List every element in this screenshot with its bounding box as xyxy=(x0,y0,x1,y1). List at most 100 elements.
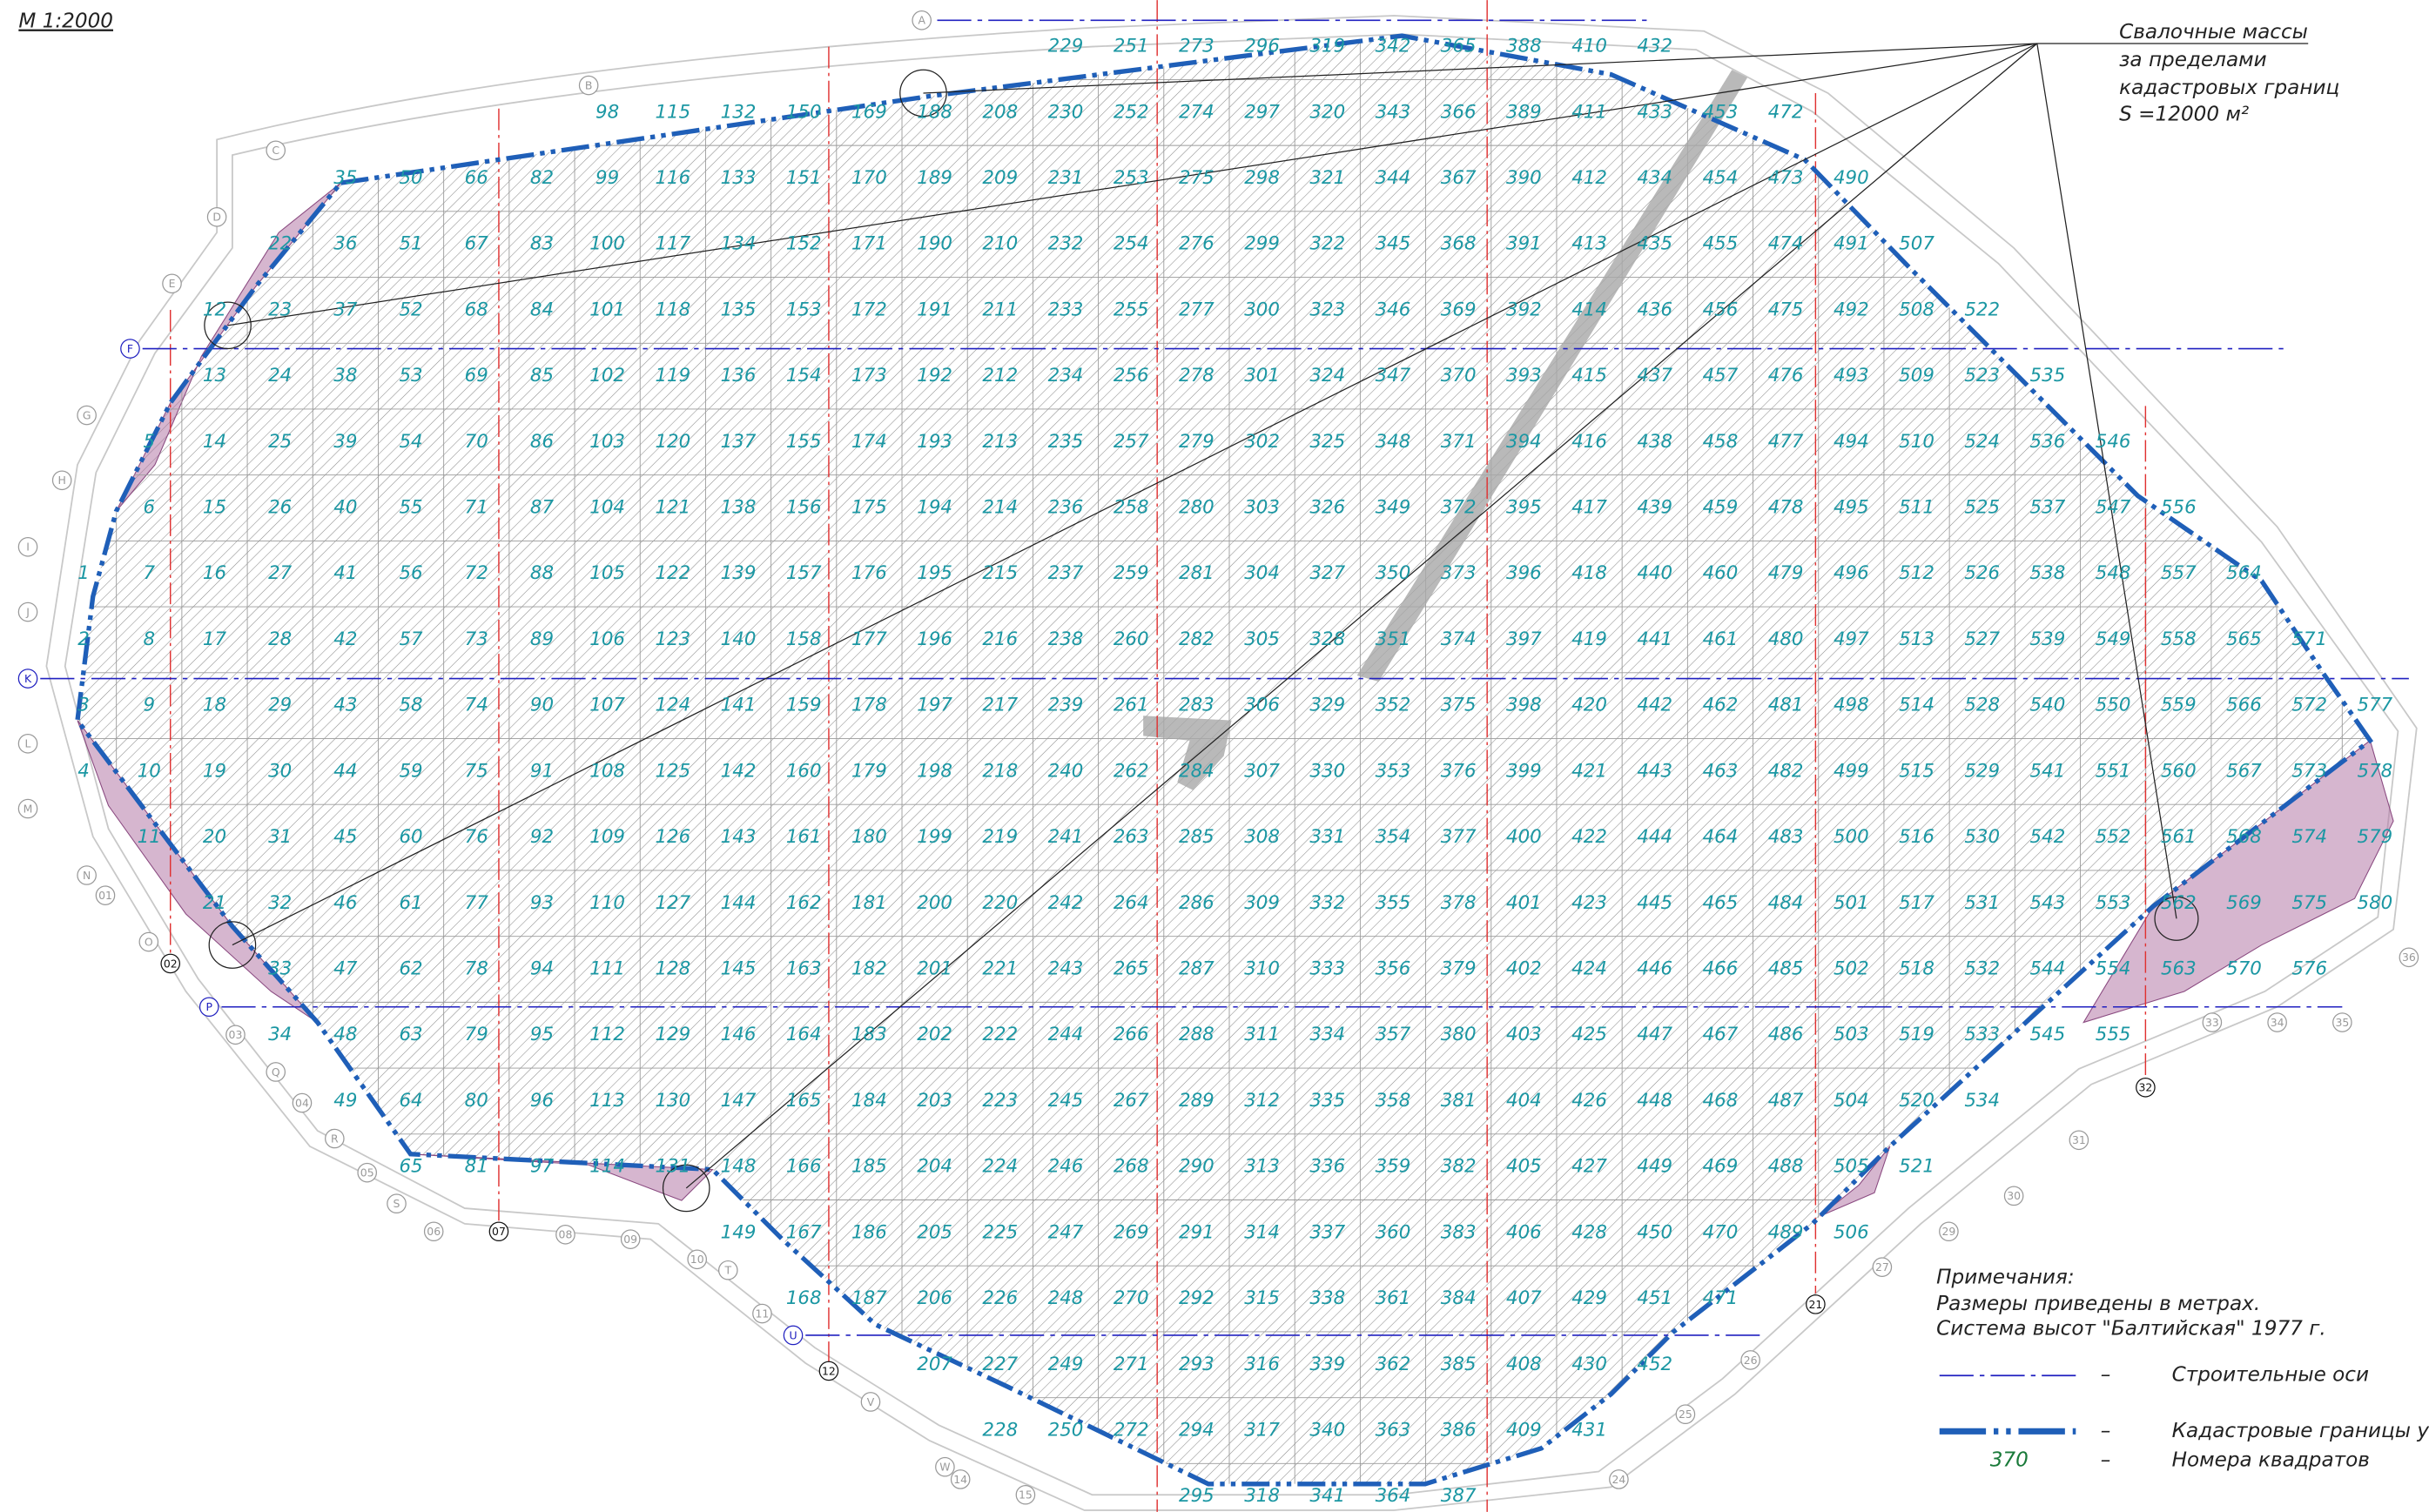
square-number: 99 xyxy=(595,167,619,189)
square-number: 9 xyxy=(143,695,155,716)
square-number: 26 xyxy=(268,497,292,519)
square-number: 157 xyxy=(786,562,822,584)
square-number: 362 xyxy=(1376,1354,1411,1375)
square-number: 244 xyxy=(1048,1024,1084,1045)
square-number: 148 xyxy=(721,1156,757,1178)
square-number: 201 xyxy=(917,958,952,980)
square-number: 180 xyxy=(851,826,887,848)
square-number: 300 xyxy=(1244,299,1280,320)
square-number: 410 xyxy=(1571,36,1607,57)
square-number: 481 xyxy=(1768,695,1804,716)
square-number: 184 xyxy=(851,1090,887,1112)
square-number: 171 xyxy=(851,233,887,255)
square-number: 376 xyxy=(1441,760,1477,782)
square-number: 63 xyxy=(399,1024,422,1045)
square-number: 395 xyxy=(1506,497,1542,519)
square-number: 127 xyxy=(655,892,690,914)
square-number: 304 xyxy=(1244,562,1280,584)
axis-label: P xyxy=(205,1000,212,1013)
axis-label: 29 xyxy=(1941,1225,1955,1238)
square-number: 455 xyxy=(1703,233,1739,255)
axis-label: 15 xyxy=(1019,1488,1033,1502)
square-number: 413 xyxy=(1571,233,1607,255)
square-number: 25 xyxy=(268,431,292,453)
square-number: 446 xyxy=(1637,958,1672,980)
square-number: 387 xyxy=(1441,1485,1477,1507)
square-number: 401 xyxy=(1506,892,1542,914)
square-number: 77 xyxy=(465,892,489,914)
square-number: 257 xyxy=(1114,431,1149,453)
axis-label: 05 xyxy=(360,1166,374,1179)
axis-marker xyxy=(17,601,38,622)
square-number: 385 xyxy=(1441,1354,1477,1375)
square-number: 477 xyxy=(1768,431,1804,453)
square-number: 360 xyxy=(1376,1221,1411,1243)
square-number: 433 xyxy=(1637,101,1672,123)
square-number: 232 xyxy=(1048,233,1084,255)
square-number: 140 xyxy=(721,628,757,650)
surroundings xyxy=(45,15,2418,1511)
square-number: 338 xyxy=(1309,1287,1345,1309)
square-number: 518 xyxy=(1899,958,1934,980)
square-number: 523 xyxy=(1964,365,2000,386)
square-number: 46 xyxy=(333,892,357,914)
square-number: 322 xyxy=(1309,233,1345,255)
square-number: 550 xyxy=(2096,695,2131,716)
square-number: 22 xyxy=(268,233,292,255)
square-number: 336 xyxy=(1309,1156,1345,1178)
square-number: 349 xyxy=(1376,497,1411,519)
square-number: 103 xyxy=(589,431,625,453)
square-number: 98 xyxy=(595,101,619,123)
square-number: 371 xyxy=(1441,431,1477,453)
square-number: 499 xyxy=(1834,760,1869,782)
axis-marker xyxy=(17,798,38,819)
axis-marker xyxy=(2267,1012,2287,1032)
square-number: 346 xyxy=(1376,299,1411,320)
square-number: 516 xyxy=(1899,826,1934,848)
square-number: 179 xyxy=(851,760,887,782)
square-number: 143 xyxy=(721,826,757,848)
square-number: 141 xyxy=(721,695,757,716)
square-number: 78 xyxy=(465,958,488,980)
square-number: 347 xyxy=(1376,365,1411,386)
square-number: 135 xyxy=(721,299,757,320)
square-number: 547 xyxy=(2096,497,2131,519)
square-numbers: 1234567891011121314151617181920212223242… xyxy=(77,36,2392,1508)
square-number: 317 xyxy=(1244,1419,1280,1441)
square-number: 224 xyxy=(982,1156,1018,1178)
square-number: 138 xyxy=(721,497,757,519)
square-number: 62 xyxy=(399,958,422,980)
square-number: 10 xyxy=(138,760,161,782)
square-number: 240 xyxy=(1048,760,1084,782)
axis-label: 31 xyxy=(2072,1133,2086,1146)
square-number: 134 xyxy=(721,233,757,255)
square-number: 114 xyxy=(589,1156,625,1178)
square-number: 533 xyxy=(1964,1024,2000,1045)
square-number: 445 xyxy=(1637,892,1672,914)
square-number: 246 xyxy=(1048,1156,1084,1178)
square-number: 293 xyxy=(1179,1354,1214,1375)
square-number: 438 xyxy=(1637,431,1672,453)
square-number: 263 xyxy=(1114,826,1149,848)
square-number: 527 xyxy=(1964,628,2000,650)
square-number: 556 xyxy=(2161,497,2197,519)
square-number: 335 xyxy=(1309,1090,1345,1112)
axis-marker xyxy=(225,1025,246,1045)
square-number: 70 xyxy=(465,431,488,453)
square-number: 18 xyxy=(203,695,226,716)
square-number: 29 xyxy=(268,695,292,716)
square-number: 521 xyxy=(1899,1156,1934,1178)
square-number: 440 xyxy=(1637,562,1672,584)
square-number: 51 xyxy=(399,233,422,255)
square-number: 90 xyxy=(530,695,554,716)
square-number: 75 xyxy=(465,760,488,782)
square-number: 472 xyxy=(1768,101,1804,123)
square-number: 374 xyxy=(1441,628,1477,650)
square-number: 163 xyxy=(786,958,822,980)
axis-marker xyxy=(2003,1186,2024,1206)
square-number: 515 xyxy=(1899,760,1934,782)
axis-marker xyxy=(2399,947,2419,968)
square-number: 289 xyxy=(1179,1090,1214,1112)
square-number: 76 xyxy=(465,826,488,848)
square-number: 389 xyxy=(1506,101,1542,123)
